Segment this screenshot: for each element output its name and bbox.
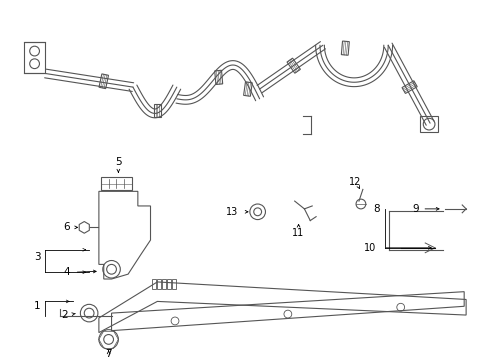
Bar [99, 74, 108, 89]
Bar [402, 81, 417, 94]
Text: 11: 11 [293, 228, 305, 238]
Text: 12: 12 [349, 177, 361, 186]
Text: 4: 4 [63, 267, 70, 277]
Text: 13: 13 [226, 207, 238, 217]
Bar [342, 41, 349, 55]
Bar [167, 279, 171, 289]
Text: 3: 3 [34, 252, 41, 262]
Bar [244, 82, 252, 96]
Bar [172, 279, 176, 289]
Text: 9: 9 [412, 204, 419, 214]
Text: 1: 1 [34, 301, 41, 311]
Text: 6: 6 [63, 222, 70, 233]
Bar [215, 70, 222, 85]
Text: 5: 5 [115, 157, 122, 167]
Bar [420, 116, 438, 132]
Text: 7: 7 [105, 349, 112, 359]
Bar [24, 42, 45, 73]
Bar [287, 58, 300, 73]
Bar [101, 177, 132, 190]
Text: 2: 2 [61, 310, 68, 320]
Bar [157, 279, 161, 289]
Text: 10: 10 [364, 243, 376, 253]
Bar [152, 279, 156, 289]
Bar [154, 104, 161, 117]
Bar [162, 279, 166, 289]
Text: 8: 8 [373, 204, 380, 214]
